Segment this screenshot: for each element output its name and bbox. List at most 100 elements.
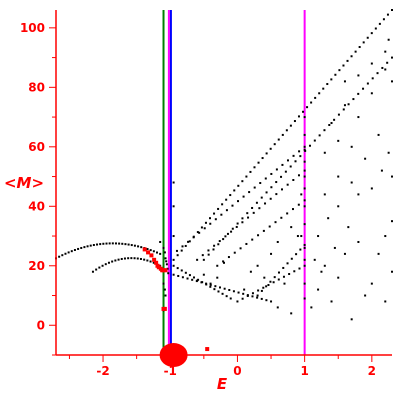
data-point-345	[387, 151, 390, 154]
data-point-49	[139, 257, 142, 260]
data-point-236	[219, 286, 221, 289]
data-point-53	[152, 261, 155, 264]
data-point-335	[347, 226, 350, 229]
data-point-172	[292, 154, 295, 157]
data-point-257	[295, 253, 298, 256]
data-point-75	[249, 170, 252, 173]
data-point-205	[274, 221, 277, 224]
data-point-350	[384, 68, 387, 71]
data-point-91	[314, 96, 317, 99]
data-point-249	[260, 289, 263, 292]
y-tick-label: 80	[28, 80, 45, 94]
highlight-point-375	[163, 268, 168, 273]
data-point-160	[225, 209, 228, 212]
data-point-201	[251, 238, 254, 241]
data-point-11	[89, 244, 92, 247]
data-point-30	[149, 249, 152, 252]
data-point-38	[104, 263, 107, 266]
data-point-328	[370, 282, 373, 285]
data-point-327	[364, 294, 367, 297]
data-point-32	[156, 251, 159, 254]
data-point-129	[289, 165, 292, 168]
data-point-263	[251, 292, 254, 295]
data-point-265	[262, 286, 265, 289]
data-point-290	[202, 273, 205, 276]
data-point-153	[187, 240, 190, 243]
data-point-175	[196, 258, 199, 261]
data-point-4	[67, 251, 70, 254]
data-point-259	[303, 243, 306, 246]
y-tick-label: 20	[28, 259, 45, 273]
data-point-89	[306, 106, 309, 109]
data-point-238	[228, 288, 231, 291]
highlight-point-371	[156, 265, 161, 270]
data-point-294	[243, 288, 246, 291]
data-point-17	[108, 242, 111, 245]
data-point-147	[376, 72, 379, 75]
data-point-18	[111, 242, 114, 245]
data-point-185	[252, 211, 255, 214]
data-point-349	[370, 92, 373, 95]
data-point-221	[213, 288, 216, 291]
data-point-46	[130, 257, 133, 260]
data-point-141	[347, 103, 350, 106]
data-point-58	[180, 249, 183, 252]
data-point-12	[92, 244, 95, 247]
data-point-333	[327, 217, 330, 220]
y-tick-label: 60	[28, 140, 45, 154]
data-point-224	[225, 295, 228, 298]
data-point-282	[162, 282, 165, 285]
highlight-point-368	[152, 257, 157, 262]
data-point-311	[303, 175, 306, 178]
data-point-70	[229, 194, 232, 197]
data-point-65	[209, 217, 211, 220]
data-point-285	[164, 294, 167, 297]
data-point-267	[272, 281, 275, 284]
data-point-69	[225, 198, 228, 201]
data-point-156	[203, 227, 206, 230]
data-point-220	[209, 285, 212, 288]
data-point-39	[107, 261, 110, 264]
data-point-100	[350, 55, 353, 58]
data-point-343	[364, 157, 367, 160]
data-point-351	[391, 80, 393, 83]
data-point-197	[227, 256, 230, 259]
data-point-167	[264, 177, 267, 180]
data-point-13	[96, 243, 99, 246]
data-point-199	[239, 247, 242, 250]
data-point-105	[370, 32, 373, 35]
data-point-239	[232, 290, 235, 293]
data-point-361	[391, 220, 393, 223]
data-point-41	[114, 259, 117, 262]
data-point-88	[302, 110, 305, 113]
data-point-235	[214, 285, 217, 288]
data-point-252	[273, 276, 276, 279]
data-point-356	[387, 38, 390, 41]
data-point-211	[172, 264, 175, 267]
data-point-222	[217, 290, 220, 293]
data-point-152	[181, 245, 184, 248]
data-point-187	[264, 202, 267, 205]
data-point-223	[221, 292, 224, 295]
data-point-62	[196, 231, 199, 234]
data-point-10	[86, 245, 89, 248]
data-point-163	[242, 195, 245, 198]
data-point-26	[137, 245, 140, 248]
x-tick-label: 2	[368, 364, 376, 378]
data-point-318	[303, 297, 306, 300]
data-point-92	[318, 92, 321, 95]
data-point-21	[121, 242, 124, 245]
data-point-57	[176, 254, 179, 257]
data-point-338	[380, 169, 383, 172]
data-point-68	[221, 203, 224, 206]
data-point-289	[196, 279, 199, 282]
data-point-174	[303, 145, 306, 148]
data-point-275	[162, 246, 165, 249]
data-point-164	[248, 191, 251, 194]
data-point-183	[241, 221, 244, 224]
data-point-254	[282, 266, 285, 269]
data-point-198	[233, 251, 236, 254]
data-point-215	[188, 274, 191, 277]
highlight-point-377	[162, 306, 167, 311]
